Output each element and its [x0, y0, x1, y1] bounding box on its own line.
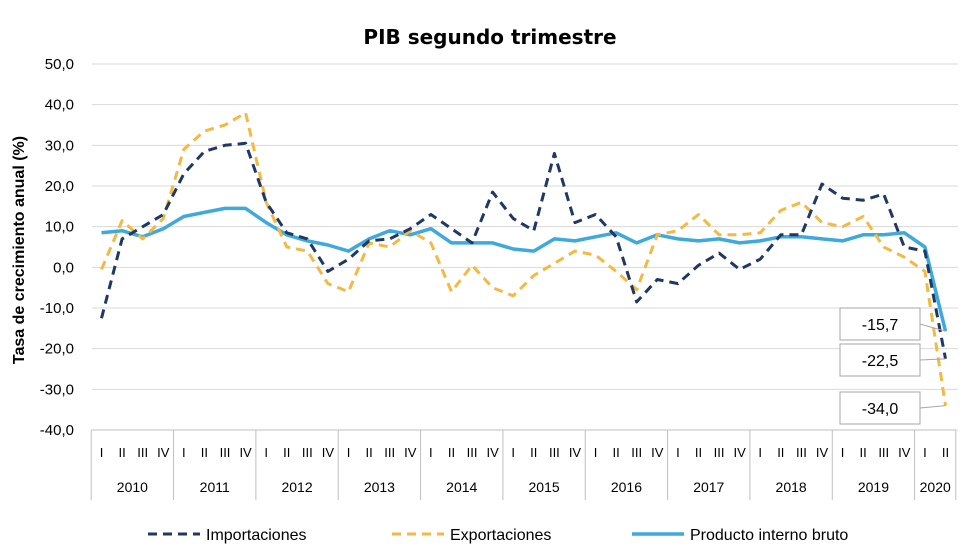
series-line-exportaciones	[100, 111, 947, 406]
callout-box	[839, 307, 921, 341]
y-tick-label: 20,0	[45, 178, 74, 195]
x-tick-label: III	[549, 445, 560, 460]
y-tick-label: -40,0	[40, 422, 74, 439]
callout-leader-line	[919, 323, 946, 332]
callout-label: -22,5	[862, 353, 899, 370]
y-tick-label: -30,0	[40, 381, 74, 398]
callout-leader-line	[919, 358, 946, 361]
x-tick-label: I	[841, 445, 845, 460]
x-tick-label: I	[511, 445, 515, 460]
year-label: 2018	[776, 479, 807, 495]
year-label: 2020	[920, 479, 951, 495]
legend: Importaciones Exportaciones Producto inter…	[148, 527, 848, 544]
x-tick-label: III	[467, 445, 478, 460]
y-tick-label: -10,0	[40, 300, 74, 317]
y-tick-label: 50,0	[45, 56, 74, 73]
x-tick-label: II	[118, 445, 125, 460]
year-label: 2017	[693, 479, 724, 495]
y-tick-label: 40,0	[45, 97, 74, 114]
x-tick-label: III	[631, 445, 642, 460]
x-tick-label: IV	[404, 445, 417, 460]
x-tick-label: IV	[733, 445, 746, 460]
x-tick-label: III	[878, 445, 889, 460]
x-tick-label: I	[758, 445, 762, 460]
year-label: 2010	[117, 479, 148, 495]
y-tick-label: 0,0	[53, 259, 74, 276]
x-tick-label: IV	[898, 445, 911, 460]
x-tick-label: II	[613, 445, 620, 460]
x-tick-label: IV	[569, 445, 582, 460]
gridlines	[92, 63, 958, 431]
series-lines	[100, 111, 948, 406]
x-tick-label: IV	[486, 445, 499, 460]
x-tick-label: I	[100, 445, 104, 460]
x-tick-label: II	[860, 445, 867, 460]
year-label: 2015	[529, 479, 560, 495]
x-tick-label: IV	[816, 445, 829, 460]
x-tick-label: III	[714, 445, 725, 460]
x-tick-label: I	[264, 445, 268, 460]
x-tick-label: II	[777, 445, 784, 460]
x-tick-label: I	[676, 445, 680, 460]
x-tick-label: III	[302, 445, 313, 460]
x-tick-label: II	[942, 445, 949, 460]
x-tick-label: II	[448, 445, 455, 460]
x-tick-label: III	[796, 445, 807, 460]
callout-label: -34,0	[862, 401, 899, 418]
x-tick-label: III	[384, 445, 395, 460]
x-tick-label: II	[201, 445, 208, 460]
x-tick-label: IV	[157, 445, 170, 460]
x-tick-label: IV	[651, 445, 664, 460]
x-tick-label: I	[594, 445, 598, 460]
series-line-importaciones	[100, 141, 947, 360]
value-callouts: -15,7 -22,5 -34,0	[839, 307, 946, 425]
x-tick-label: III	[220, 445, 231, 460]
x-tick-label: IV	[239, 445, 252, 460]
x-tick-label: II	[695, 445, 702, 460]
y-tick-label: -20,0	[40, 341, 74, 358]
x-tick-label: III	[137, 445, 148, 460]
x-tick-label: II	[530, 445, 537, 460]
callout-label: -15,7	[862, 317, 899, 334]
year-label: 2016	[611, 479, 642, 495]
legend-label: Producto interno bruto	[690, 527, 848, 544]
year-label: 2012	[281, 479, 312, 495]
y-axis-ticks: 50,0 40,0 30,0 20,0 10,0 0,0 -10,0 -20,0 -30,0 -4…	[40, 56, 74, 439]
y-tick-label: 10,0	[45, 219, 74, 236]
x-tick-label: I	[923, 445, 927, 460]
callout-leader-line	[919, 405, 946, 409]
x-tick-label: I	[347, 445, 351, 460]
legend-label: Importaciones	[206, 527, 307, 544]
year-label: 2019	[858, 479, 889, 495]
y-tick-label: 30,0	[45, 137, 74, 154]
x-axis: I II III IV I II III IV I II III IV I II III IV I II III IV…	[90, 429, 957, 500]
x-tick-label: I	[182, 445, 186, 460]
x-tick-label: II	[365, 445, 372, 460]
year-label: 2013	[364, 479, 395, 495]
year-label: 2014	[446, 479, 477, 495]
y-axis-label: Tasa de crecimiento anual (%)	[11, 136, 28, 364]
x-tick-label: I	[429, 445, 433, 460]
callout-box	[839, 343, 921, 377]
chart-title: PIB segundo trimestre	[363, 25, 616, 49]
callout-box	[839, 391, 921, 425]
x-tick-label: IV	[322, 445, 335, 460]
x-tick-label: II	[283, 445, 290, 460]
series-line-producto-interno-bruto	[101, 206, 948, 332]
legend-label: Exportaciones	[450, 527, 551, 544]
year-label: 2011	[200, 479, 230, 495]
